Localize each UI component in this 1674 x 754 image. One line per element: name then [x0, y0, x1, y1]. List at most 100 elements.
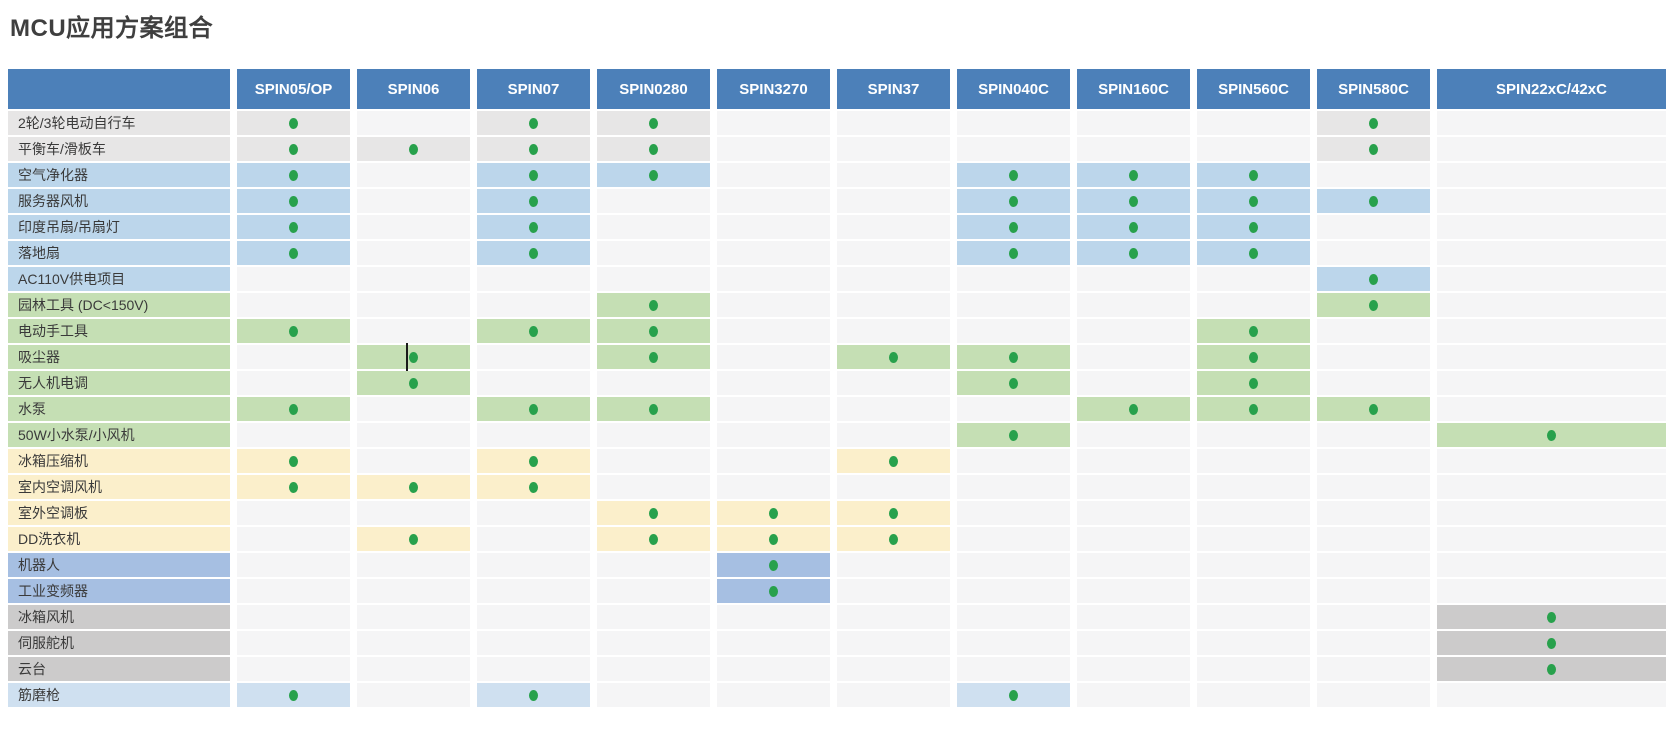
row-label[interactable]: 服务器风机: [8, 189, 230, 213]
matrix-cell[interactable]: [357, 343, 470, 371]
matrix-cell[interactable]: [1197, 267, 1310, 291]
matrix-cell[interactable]: [477, 423, 590, 447]
matrix-cell[interactable]: [597, 371, 710, 395]
column-header-spin160c[interactable]: SPIN160C: [1077, 69, 1190, 109]
matrix-cell[interactable]: [477, 683, 590, 707]
matrix-cell[interactable]: [957, 293, 1070, 317]
matrix-cell[interactable]: [477, 527, 590, 551]
matrix-cell[interactable]: [237, 345, 350, 369]
matrix-cell[interactable]: [1317, 319, 1430, 343]
matrix-cell[interactable]: [1077, 293, 1190, 317]
matrix-cell[interactable]: [717, 657, 830, 681]
row-label[interactable]: 印度吊扇/吊扇灯: [8, 215, 230, 239]
matrix-cell[interactable]: [1197, 163, 1310, 187]
matrix-cell[interactable]: [1197, 657, 1310, 681]
matrix-cell[interactable]: [837, 163, 950, 187]
matrix-cell[interactable]: [717, 423, 830, 447]
matrix-cell[interactable]: [1317, 215, 1430, 239]
matrix-cell[interactable]: [957, 605, 1070, 629]
matrix-cell[interactable]: [957, 163, 1070, 187]
matrix-cell[interactable]: [597, 501, 710, 525]
matrix-cell[interactable]: [1437, 683, 1666, 707]
row-label[interactable]: 50W小水泵/小风机: [8, 423, 230, 447]
matrix-cell[interactable]: [237, 579, 350, 603]
column-header-spin040c[interactable]: SPIN040C: [957, 69, 1070, 109]
matrix-cell[interactable]: [237, 553, 350, 577]
row-label[interactable]: 筋磨枪: [8, 683, 230, 707]
matrix-cell[interactable]: [477, 293, 590, 317]
matrix-cell[interactable]: [477, 657, 590, 681]
matrix-cell[interactable]: [597, 319, 710, 343]
row-label[interactable]: 云台: [8, 657, 230, 681]
column-header-spin05-op[interactable]: SPIN05/OP: [237, 69, 350, 109]
matrix-cell[interactable]: [1437, 423, 1666, 447]
matrix-cell[interactable]: [1437, 163, 1666, 187]
corner-header-cell[interactable]: [8, 69, 230, 109]
matrix-cell[interactable]: [477, 449, 590, 473]
matrix-cell[interactable]: [237, 293, 350, 317]
row-label[interactable]: 室内空调风机: [8, 475, 230, 499]
matrix-cell[interactable]: [1197, 241, 1310, 265]
matrix-cell[interactable]: [717, 241, 830, 265]
matrix-cell[interactable]: [1197, 397, 1310, 421]
matrix-cell[interactable]: [957, 579, 1070, 603]
matrix-cell[interactable]: [597, 631, 710, 655]
matrix-cell[interactable]: [1437, 345, 1666, 369]
matrix-cell[interactable]: [237, 215, 350, 239]
matrix-cell[interactable]: [717, 683, 830, 707]
matrix-cell[interactable]: [717, 371, 830, 395]
matrix-cell[interactable]: [1077, 397, 1190, 421]
matrix-cell[interactable]: [1197, 501, 1310, 525]
matrix-cell[interactable]: [597, 111, 710, 135]
matrix-cell[interactable]: [357, 527, 470, 551]
matrix-cell[interactable]: [717, 449, 830, 473]
matrix-cell[interactable]: [357, 449, 470, 473]
matrix-cell[interactable]: [237, 501, 350, 525]
matrix-cell[interactable]: [237, 163, 350, 187]
matrix-cell[interactable]: [1197, 553, 1310, 577]
row-label[interactable]: 工业变频器: [8, 579, 230, 603]
matrix-cell[interactable]: [477, 397, 590, 421]
matrix-cell[interactable]: [957, 345, 1070, 369]
matrix-cell[interactable]: [837, 553, 950, 577]
matrix-cell[interactable]: [837, 241, 950, 265]
matrix-cell[interactable]: [237, 631, 350, 655]
matrix-cell[interactable]: [717, 163, 830, 187]
matrix-cell[interactable]: [1077, 631, 1190, 655]
column-header-spin560c[interactable]: SPIN560C: [1197, 69, 1310, 109]
matrix-cell[interactable]: [717, 319, 830, 343]
matrix-cell[interactable]: [1197, 683, 1310, 707]
matrix-cell[interactable]: [477, 319, 590, 343]
matrix-cell[interactable]: [957, 423, 1070, 447]
column-header-spin22xc-42xc[interactable]: SPIN22xC/42xC: [1437, 69, 1666, 109]
matrix-cell[interactable]: [1437, 449, 1666, 473]
matrix-cell[interactable]: [1317, 631, 1430, 655]
matrix-cell[interactable]: [1317, 371, 1430, 395]
matrix-cell[interactable]: [837, 579, 950, 603]
matrix-cell[interactable]: [1317, 423, 1430, 447]
row-label[interactable]: 园林工具 (DC<150V): [8, 293, 230, 317]
matrix-cell[interactable]: [957, 631, 1070, 655]
matrix-cell[interactable]: [1197, 631, 1310, 655]
row-label[interactable]: 空气净化器: [8, 163, 230, 187]
matrix-cell[interactable]: [1197, 293, 1310, 317]
matrix-cell[interactable]: [237, 397, 350, 421]
matrix-cell[interactable]: [597, 137, 710, 161]
matrix-cell[interactable]: [1077, 423, 1190, 447]
matrix-cell[interactable]: [237, 657, 350, 681]
matrix-cell[interactable]: [237, 475, 350, 499]
matrix-cell[interactable]: [597, 423, 710, 447]
matrix-cell[interactable]: [1317, 527, 1430, 551]
matrix-cell[interactable]: [957, 527, 1070, 551]
matrix-cell[interactable]: [1197, 423, 1310, 447]
matrix-cell[interactable]: [1437, 319, 1666, 343]
matrix-cell[interactable]: [1437, 189, 1666, 213]
matrix-cell[interactable]: [957, 319, 1070, 343]
matrix-cell[interactable]: [837, 501, 950, 525]
matrix-cell[interactable]: [597, 293, 710, 317]
matrix-cell[interactable]: [357, 631, 470, 655]
matrix-cell[interactable]: [1197, 215, 1310, 239]
matrix-cell[interactable]: [477, 345, 590, 369]
matrix-cell[interactable]: [1197, 579, 1310, 603]
column-header-spin580c[interactable]: SPIN580C: [1317, 69, 1430, 109]
